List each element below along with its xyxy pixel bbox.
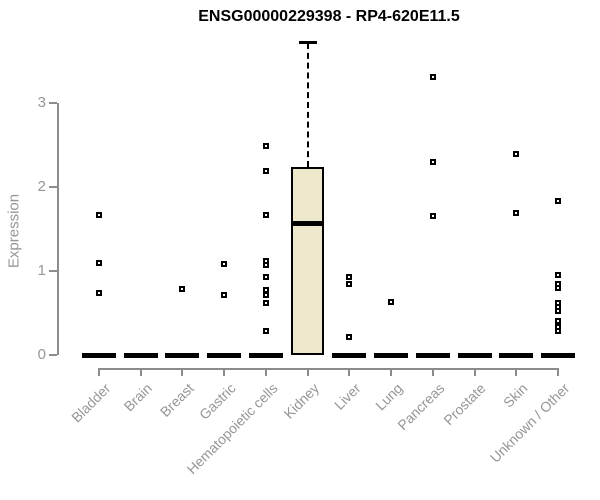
y-tick-label: 3 [37,94,46,111]
x-tick [473,368,476,376]
outlier-point-unknown-other [555,284,561,291]
y-tick [49,186,57,188]
outlier-point-breast [179,285,186,292]
x-tick [223,368,226,376]
outlier-point-hematopoietic-cells [262,168,269,175]
y-tick [49,354,57,356]
x-tick-label-brain: Brain [120,380,156,415]
y-axis-label: Expression [5,193,23,269]
median-pancreas [415,353,450,358]
outlier-point-unknown-other [555,308,561,315]
x-tick-label-breast: Breast [156,380,197,420]
x-tick-label-kidney: Kidney [280,380,322,422]
outlier-point-pancreas [429,158,436,165]
outlier-point-hematopoietic-cells [262,299,269,306]
outlier-point-bladder [96,211,102,218]
outlier-point-unknown-other [555,198,561,205]
x-tick [390,368,393,376]
x-tick-label-bladder: Bladder [67,380,114,426]
outlier-point-hematopoietic-cells [262,291,269,298]
median-unknown-other [541,353,575,358]
outlier-point-unknown-other [555,328,561,335]
x-tick [348,368,351,376]
outlier-point-hematopoietic-cells [262,142,269,149]
outlier-point-skin [513,151,520,158]
x-tick-label-liver: Liver [330,380,364,413]
median-bladder [82,353,116,358]
outlier-point-unknown-other [555,318,561,325]
median-brain [123,353,158,358]
median-breast [165,353,200,358]
outlier-point-pancreas [429,73,436,80]
outlier-point-hematopoietic-cells [262,328,269,335]
x-axis-line [98,368,559,370]
y-tick [49,102,57,104]
x-tick [98,368,100,376]
median-liver [332,353,367,358]
x-tick-label-unknown-other: Unknown / Other [486,380,573,466]
y-tick [49,270,57,272]
box-kidney [291,166,325,355]
x-tick [515,368,518,376]
x-tick-label-skin: Skin [500,380,531,411]
outlier-point-bladder [96,289,102,296]
x-tick [306,368,309,376]
x-tick [181,368,184,376]
outlier-point-skin [513,210,520,217]
x-tick-label-lung: Lung [372,380,406,414]
y-axis-line [57,103,59,355]
median-prostate [457,353,492,358]
x-tick-label-prostate: Prostate [440,380,489,429]
median-lung [374,353,409,358]
outlier-point-liver [346,273,353,280]
outlier-point-unknown-other [555,272,561,279]
y-tick-label: 1 [37,262,46,279]
outlier-point-bladder [96,259,102,266]
outlier-point-hematopoietic-cells [262,273,269,280]
median-hematopoietic-cells [248,353,283,358]
x-tick [264,368,267,376]
y-tick-label: 0 [37,346,46,363]
whisker-kidney [306,42,309,167]
y-tick-label: 2 [37,178,46,195]
outlier-point-gastric [221,261,228,268]
median-gastric [207,353,242,358]
x-tick [557,368,559,376]
x-tick [431,368,434,376]
outlier-point-gastric [221,291,228,298]
outlier-point-liver [346,334,353,341]
outlier-point-lung [388,299,395,306]
outlier-point-hematopoietic-cells [262,262,269,269]
whisker-cap-kidney [298,40,317,44]
outlier-point-liver [346,280,353,287]
chart-title: ENSG00000229398 - RP4-620E11.5 [198,8,460,25]
median-kidney [291,221,325,227]
x-tick [139,368,142,376]
outlier-point-pancreas [429,213,436,220]
median-skin [499,353,534,358]
outlier-point-hematopoietic-cells [262,211,269,218]
